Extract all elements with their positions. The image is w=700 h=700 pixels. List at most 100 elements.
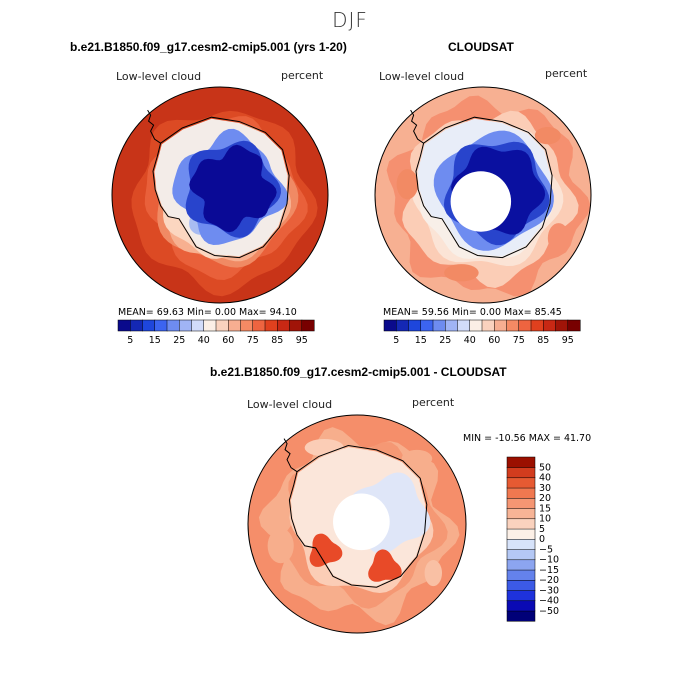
colorbar-tick-label: 85 <box>271 335 283 346</box>
colorbar-swatch <box>117 319 131 332</box>
colorbar-tick-label: 15 <box>539 503 551 514</box>
interior-contour <box>309 533 343 567</box>
colorbar-swatch <box>154 319 168 332</box>
colorbar-swatch <box>252 319 266 332</box>
colorbar-swatch <box>506 600 536 612</box>
colorbar-swatch <box>506 569 536 581</box>
colorbar-swatch <box>420 319 434 332</box>
colorbar-tick-label: 5 <box>393 335 399 346</box>
colorbar-tick-label: 60 <box>488 335 500 346</box>
colorbar-swatch <box>289 319 303 332</box>
colorbar-swatch <box>264 319 278 332</box>
panel-obs-variable-label: Low-level cloud <box>379 70 465 83</box>
colorbar-swatch <box>383 319 397 332</box>
colorbar-swatch <box>506 508 536 520</box>
panel-diff-stats: MIN = -10.56 MAX = 41.70 <box>463 433 592 444</box>
map-boundary <box>111 86 329 304</box>
colorbar-swatch <box>506 538 536 550</box>
panel-model-variable-label: Low-level cloud <box>116 70 202 83</box>
colorbar-swatch <box>543 319 557 332</box>
colorbar-swatch <box>228 319 242 332</box>
panel-diff-variable-label: Low-level cloud <box>247 398 333 411</box>
colorbar-tick-label: 5 <box>127 335 133 346</box>
panel-obs-units-label: percent <box>545 67 588 80</box>
colorbar-swatch <box>506 610 536 622</box>
colorbar-swatch <box>518 319 532 332</box>
colorbar-swatch <box>481 319 495 332</box>
colorbar-swatch <box>506 477 536 489</box>
contour-patch <box>444 264 479 282</box>
colorbar-swatch <box>166 319 180 332</box>
colorbar-swatch <box>506 528 536 540</box>
colorbar-swatch <box>506 456 536 468</box>
panel-model-units-label: percent <box>281 69 324 82</box>
colorbar-swatch <box>469 319 483 332</box>
colorbar-swatch <box>277 319 291 332</box>
contour-patch <box>547 223 570 254</box>
colorbar-tick-label: −10 <box>539 555 559 566</box>
model-colorbar: 5 15 25 40 60 75 85 95 <box>117 319 315 346</box>
colorbar-swatch <box>530 319 544 332</box>
colorbar-swatch <box>191 319 205 332</box>
colorbar-tick-label: 15 <box>415 335 427 346</box>
model-polar-map <box>111 86 329 304</box>
colorbar-swatch <box>506 319 520 332</box>
antarctic-peninsula <box>147 109 161 144</box>
obs-polar-map <box>374 86 592 304</box>
colorbar-swatch <box>408 319 422 332</box>
figure-title: DJF <box>332 8 368 32</box>
colorbar-swatch <box>142 319 156 332</box>
colorbar-swatch <box>506 590 536 602</box>
antarctica-coastline <box>152 116 290 259</box>
colorbar-tick-label: 20 <box>539 493 551 504</box>
colorbar-tick-label: 30 <box>539 483 551 494</box>
panel-obs-title: CLOUDSAT <box>448 40 514 54</box>
colorbar-tick-label: −50 <box>539 606 559 617</box>
colorbar-swatch <box>506 467 536 479</box>
colorbar-swatch <box>555 319 569 332</box>
colorbar-swatch <box>179 319 193 332</box>
colorbar-tick-label: −40 <box>539 596 559 607</box>
interior-contour <box>368 549 402 582</box>
colorbar-tick-label: 15 <box>149 335 161 346</box>
map-boundary <box>374 86 592 304</box>
colorbar-tick-label: 40 <box>198 335 210 346</box>
colorbar-tick-label: 40 <box>464 335 476 346</box>
colorbar-swatch <box>301 319 315 332</box>
colorbar-tick-label: 50 <box>539 462 551 473</box>
contour-patch <box>534 126 561 145</box>
colorbar-tick-label: 25 <box>439 335 451 346</box>
colorbar-swatch <box>396 319 410 332</box>
contour-patch <box>424 559 443 587</box>
panel-obs-stats: MEAN= 59.56 Min= 0.00 Max= 85.45 <box>383 307 562 318</box>
colorbar-swatch <box>445 319 459 332</box>
panel-diff-title: b.e21.B1850.f09_g17.cesm2-cmip5.001 - CL… <box>210 365 507 379</box>
colorbar-tick-label: −20 <box>539 575 559 586</box>
colorbar-tick-label: −5 <box>539 544 553 555</box>
colorbar-tick-label: 0 <box>539 534 545 545</box>
antarctica-coastline <box>288 444 428 588</box>
colorbar-tick-label: 25 <box>173 335 185 346</box>
contour-patch <box>396 169 419 200</box>
colorbar-tick-label: 75 <box>247 335 259 346</box>
colorbar-swatch <box>506 579 536 591</box>
antarctic-peninsula <box>410 109 424 144</box>
colorbar-swatch <box>432 319 446 332</box>
colorbar-swatch <box>457 319 471 332</box>
colorbar-swatch <box>494 319 508 332</box>
contour-patch <box>267 528 294 564</box>
colorbar-swatch <box>506 549 536 561</box>
interior-contour <box>189 144 277 233</box>
colorbar-tick-label: 95 <box>562 335 574 346</box>
colorbar-tick-label: 60 <box>222 335 234 346</box>
colorbar-swatch <box>506 497 536 509</box>
missing-data-pole <box>450 171 512 232</box>
antarctic-peninsula <box>283 438 298 473</box>
colorbar-tick-label: 5 <box>539 524 545 535</box>
missing-data-pole <box>333 493 390 551</box>
colorbar-tick-label: 40 <box>539 473 551 484</box>
colorbar-tick-label: 10 <box>539 514 551 525</box>
map-boundary <box>247 414 467 634</box>
colorbar-swatch <box>130 319 144 332</box>
